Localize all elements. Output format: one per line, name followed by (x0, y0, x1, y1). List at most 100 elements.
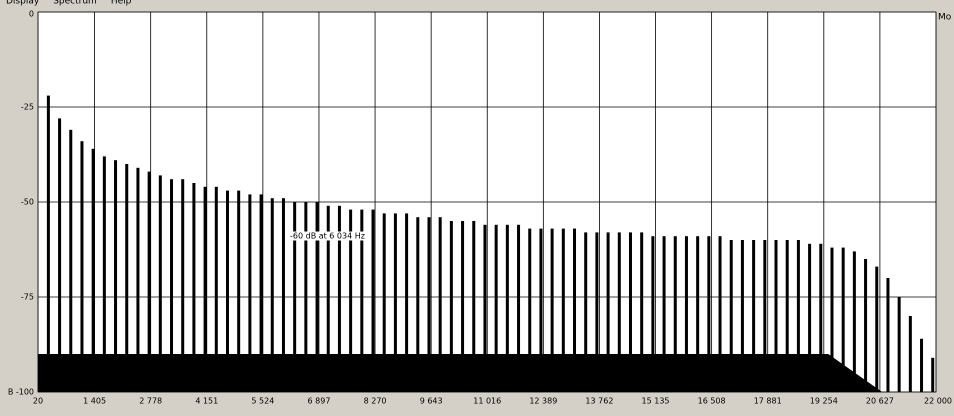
harmonic-peak (382, 213, 386, 392)
harmonic-peak (293, 202, 297, 392)
harmonic-peak (181, 179, 185, 392)
harmonic-peak (472, 221, 476, 392)
x-tick-label: 13 762 (585, 397, 613, 406)
harmonic-peak (886, 278, 890, 392)
harmonic-peak (214, 186, 218, 392)
harmonic-peak (550, 228, 554, 392)
harmonic-peak (360, 209, 364, 392)
harmonic-peak (315, 202, 319, 392)
harmonic-peak (416, 217, 420, 392)
harmonic-peak (606, 232, 610, 392)
harmonic-peak (270, 198, 274, 392)
harmonic-peak (58, 118, 62, 393)
harmonic-peak (517, 224, 521, 392)
harmonic-peak (225, 190, 229, 392)
x-tick-label: 1 405 (83, 397, 106, 406)
harmonic-peak (897, 297, 901, 392)
harmonic-peak (125, 164, 129, 392)
cursor-readout-bg (289, 231, 366, 241)
x-tick-label: 17 881 (754, 397, 782, 406)
harmonic-peak (494, 224, 498, 392)
harmonic-peak (875, 266, 879, 392)
harmonic-peak (651, 236, 655, 392)
y-tick-label: 0 (29, 10, 34, 19)
harmonic-peak (528, 228, 532, 392)
harmonic-peak (673, 236, 677, 392)
x-tick-label: 2 778 (139, 397, 162, 406)
noise-floor (38, 354, 883, 392)
harmonic-peak (908, 316, 912, 392)
harmonic-peak (796, 240, 800, 392)
harmonic-peak (192, 183, 196, 392)
x-tick-label: 20 (33, 397, 43, 406)
harmonic-peak (80, 141, 84, 392)
x-tick-label: 22 000 (924, 397, 952, 406)
harmonic-peak (584, 232, 588, 392)
harmonic-peak (539, 228, 543, 392)
cursor-readout: -60 dB at 6 034 Hz (290, 232, 365, 241)
harmonic-peak (774, 240, 778, 392)
harmonic-peak (864, 259, 868, 392)
harmonic-peak (696, 236, 700, 392)
harmonic-peak (505, 224, 509, 392)
harmonic-peak (461, 221, 465, 392)
harmonic-peak (763, 240, 767, 392)
harmonic-peak (752, 240, 756, 392)
channel-label: Mo (938, 13, 952, 23)
harmonic-peak (830, 247, 834, 392)
harmonic-peak (326, 205, 330, 392)
menu-item[interactable]: Spectrum (53, 0, 97, 7)
x-tick-label: 12 389 (529, 397, 557, 406)
harmonic-peak (304, 202, 308, 392)
harmonic-peak (920, 338, 924, 392)
harmonic-peak (819, 243, 823, 392)
y-tick-label: -25 (21, 103, 34, 112)
x-tick-label: 4 151 (195, 397, 218, 406)
harmonic-peak (740, 240, 744, 392)
harmonic-peak (438, 217, 442, 392)
harmonic-peak (662, 236, 666, 392)
harmonic-peak (628, 232, 632, 392)
harmonic-peak (371, 209, 375, 392)
menu-item[interactable]: Help (111, 0, 132, 7)
harmonic-peak (573, 228, 577, 392)
harmonic-peak (102, 156, 106, 392)
harmonic-peak (393, 213, 397, 392)
x-tick-label: 6 897 (308, 397, 331, 406)
harmonic-peak (427, 217, 431, 392)
y-tick-label: -50 (21, 198, 34, 207)
harmonic-peak (158, 175, 162, 392)
x-tick-label: 9 643 (420, 397, 443, 406)
menu-item[interactable]: Display (6, 0, 40, 7)
harmonic-peak (640, 232, 644, 392)
harmonic-peak (337, 205, 341, 392)
harmonic-peak (259, 194, 263, 392)
y-tick-label: -75 (21, 293, 34, 302)
x-tick-label: 15 135 (642, 397, 670, 406)
harmonic-peak (405, 213, 409, 392)
harmonic-peak (595, 232, 599, 392)
harmonic-peak (349, 209, 353, 392)
x-tick-label: 20 627 (866, 397, 894, 406)
x-tick-label: 5 524 (251, 397, 274, 406)
harmonic-peak (931, 357, 935, 392)
harmonic-peak (281, 198, 285, 392)
x-tick-label: 19 254 (810, 397, 838, 406)
harmonic-peak (136, 167, 140, 392)
harmonic-peak (114, 160, 118, 392)
x-tick-label: 8 270 (364, 397, 387, 406)
harmonic-peak (729, 240, 733, 392)
harmonic-peak (718, 236, 722, 392)
harmonic-peak (841, 247, 845, 392)
x-tick-label: 16 508 (698, 397, 726, 406)
harmonic-peak (237, 190, 241, 392)
harmonic-peak (561, 228, 565, 392)
harmonic-peak (617, 232, 621, 392)
harmonic-peak (449, 221, 453, 392)
harmonic-peak (69, 129, 73, 393)
harmonic-peak (170, 179, 174, 392)
x-tick-label: 11 016 (473, 397, 501, 406)
harmonic-peak (483, 224, 487, 392)
